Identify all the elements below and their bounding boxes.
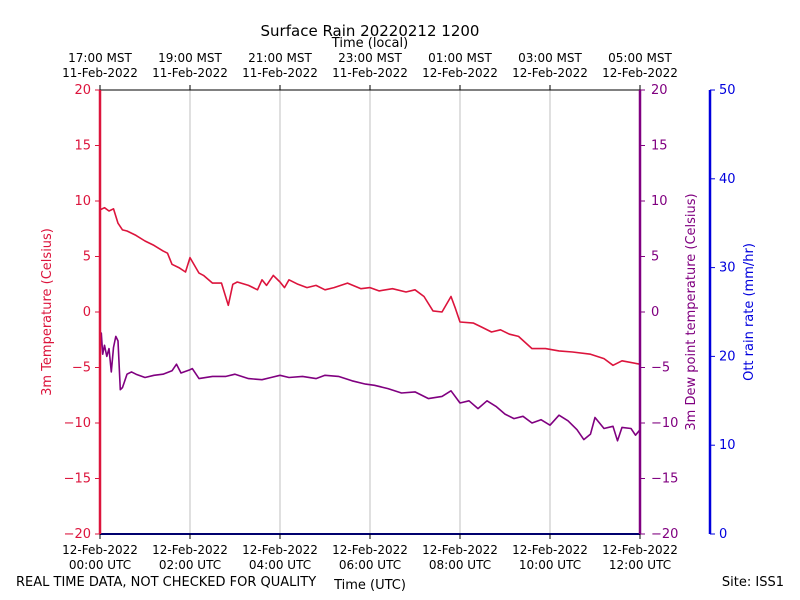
- inner-right-axis-tick-label: −5: [651, 361, 670, 376]
- outer-right-axis-tick-label: 20: [719, 349, 736, 364]
- left-axis-tick-label: 0: [83, 305, 91, 320]
- top-axis-tick-label-date: 11-Feb-2022: [332, 66, 408, 80]
- bottom-axis-tick-label-date: 12-Feb-2022: [242, 543, 318, 557]
- top-axis-tick-label-time: 17:00 MST: [68, 51, 132, 65]
- bottom-axis-tick-label-time: 08:00 UTC: [429, 558, 491, 572]
- top-axis-tick-label-date: 11-Feb-2022: [62, 66, 138, 80]
- inner-right-axis-tick-label: −20: [651, 527, 678, 542]
- left-axis-tick-label: −20: [64, 527, 91, 542]
- series-line-temperature: [99, 206, 641, 367]
- bottom-axis-tick-label-date: 12-Feb-2022: [602, 543, 678, 557]
- inner-right-axis-tick-label: 20: [651, 83, 668, 98]
- left-y-axis-title: 3m Temperature (Celsius): [40, 228, 55, 396]
- top-axis-tick-label-time: 19:00 MST: [158, 51, 222, 65]
- top-axis-tick-label-date: 12-Feb-2022: [602, 66, 678, 80]
- inner-right-axis-tick-label: 5: [651, 250, 659, 265]
- chart-title: Surface Rain 20220212 1200: [260, 22, 480, 40]
- site-label: Site: ISS1: [721, 575, 784, 590]
- left-axis-tick-label: 5: [83, 250, 91, 265]
- top-axis-tick-label-date: 11-Feb-2022: [152, 66, 228, 80]
- bottom-axis-tick-label-date: 12-Feb-2022: [422, 543, 498, 557]
- series-line-dewpoint: [99, 332, 641, 442]
- left-axis-tick-label: −10: [64, 416, 91, 431]
- bottom-axis-tick-label-time: 04:00 UTC: [249, 558, 311, 572]
- bottom-axis-tick-label-time: 10:00 UTC: [519, 558, 581, 572]
- inner-right-axis-tick-label: −10: [651, 416, 678, 431]
- left-axis-tick-label: −15: [64, 472, 91, 487]
- bottom-axis-tick-label-date: 12-Feb-2022: [512, 543, 588, 557]
- bottom-axis-tick-label-time: 06:00 UTC: [339, 558, 401, 572]
- left-axis-tick-label: −5: [72, 361, 91, 376]
- x-axis-title: Time (UTC): [333, 578, 406, 593]
- outer-right-axis-tick-label: 0: [719, 527, 727, 542]
- bottom-axis-tick-label-date: 12-Feb-2022: [62, 543, 138, 557]
- top-axis-tick-label-date: 12-Feb-2022: [512, 66, 588, 80]
- bottom-axis-tick-label-date: 12-Feb-2022: [332, 543, 408, 557]
- top-x-axis-title: Time (local): [331, 36, 408, 51]
- top-axis-tick-label-time: 23:00 MST: [338, 51, 402, 65]
- bottom-axis-tick-label-time: 02:00 UTC: [159, 558, 221, 572]
- outer-right-y-axis-title: Ott rain rate (mm/hr): [742, 243, 757, 381]
- outer-right-axis-tick-label: 50: [719, 83, 736, 98]
- top-axis-tick-label-time: 21:00 MST: [248, 51, 312, 65]
- left-axis-tick-label: 10: [74, 194, 91, 209]
- top-axis-tick-label-time: 03:00 MST: [518, 51, 582, 65]
- inner-right-axis-tick-label: 10: [651, 194, 668, 209]
- inner-right-y-axis-title: 3m Dew point temperature (Celsius): [684, 193, 699, 430]
- outer-right-axis: 0 10 20 30 40 50: [708, 83, 736, 542]
- left-axis: 20 15 10 5 0 −5 −10 −15 −20: [64, 83, 102, 542]
- quality-note: REAL TIME DATA, NOT CHECKED FOR QUALITY: [16, 575, 317, 590]
- inner-right-axis-tick-label: 15: [651, 139, 668, 154]
- inner-right-axis-tick-label: 0: [651, 305, 659, 320]
- left-axis-tick-label: 15: [74, 139, 91, 154]
- outer-right-axis-tick-label: 30: [719, 261, 736, 276]
- outer-right-axis-tick-label: 40: [719, 172, 736, 187]
- inner-right-axis: 20 15 10 5 0 −5 −10 −15 −20: [638, 83, 678, 542]
- left-axis-tick-label: 20: [74, 83, 91, 98]
- grid-lines: [189, 90, 551, 534]
- inner-right-axis-tick-label: −15: [651, 472, 678, 487]
- bottom-axis-tick-label-time: 12:00 UTC: [609, 558, 671, 572]
- axis-titles: Time (UTC) Time (local) 3m Temperature (Ce…: [40, 36, 757, 593]
- bottom-axis-tick-label-date: 12-Feb-2022: [152, 543, 228, 557]
- top-axis-tick-label-time: 01:00 MST: [428, 51, 492, 65]
- top-axis-tick-label-date: 12-Feb-2022: [422, 66, 498, 80]
- top-axis-tick-label-time: 05:00 MST: [608, 51, 672, 65]
- bottom-axis-tick-label-time: 00:00 UTC: [69, 558, 131, 572]
- outer-right-axis-tick-label: 10: [719, 438, 736, 453]
- top-axis-tick-label-date: 11-Feb-2022: [242, 66, 318, 80]
